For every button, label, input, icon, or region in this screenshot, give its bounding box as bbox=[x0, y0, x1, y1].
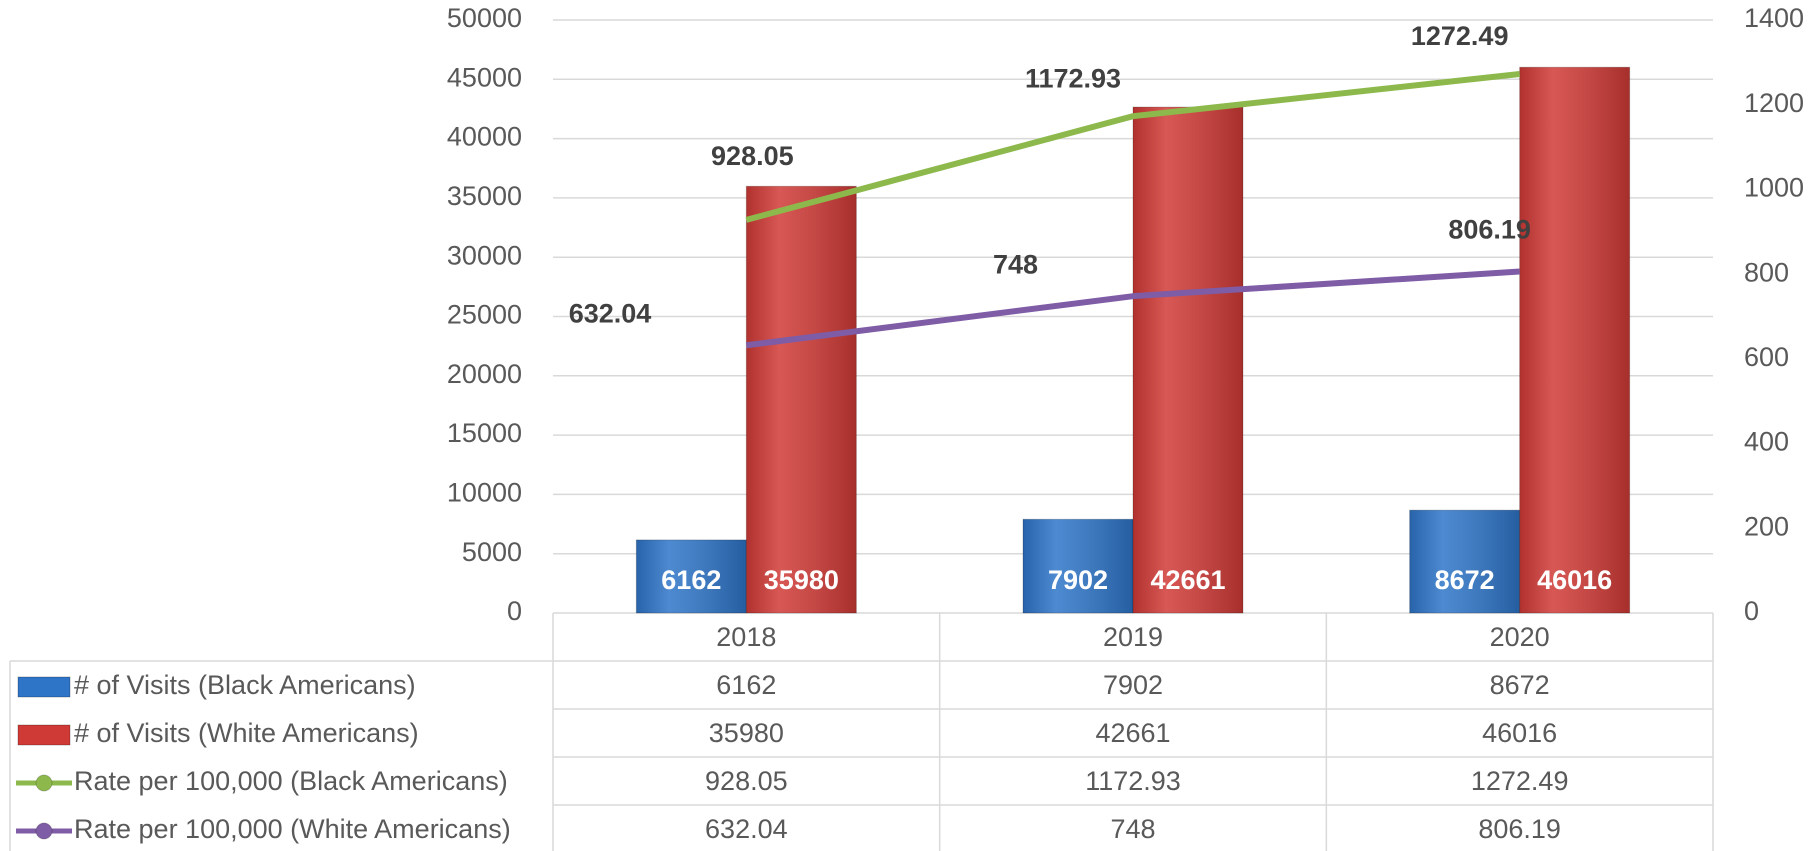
x-tick-label: 2019 bbox=[1103, 622, 1163, 652]
bar-value-label: 6162 bbox=[661, 565, 721, 595]
line-value-label: 1272.49 bbox=[1411, 21, 1509, 51]
table-cell: 632.04 bbox=[705, 814, 788, 844]
y-tick-label: 20000 bbox=[447, 359, 522, 389]
y-tick-label: 30000 bbox=[447, 240, 522, 270]
y2-tick-label: 1000 bbox=[1744, 173, 1804, 203]
y-tick-label: 50000 bbox=[447, 3, 522, 33]
line-value-label: 1172.93 bbox=[1025, 63, 1121, 93]
y-tick-label: 45000 bbox=[447, 62, 522, 92]
legend-key-marker bbox=[35, 774, 53, 792]
legend-label: Rate per 100,000 (Black Americans) bbox=[74, 766, 508, 796]
x-tick-label: 2018 bbox=[716, 622, 776, 652]
bar-shade bbox=[1023, 519, 1133, 613]
bar-value-label: 42661 bbox=[1150, 565, 1225, 595]
line-value-label: 632.04 bbox=[569, 298, 652, 328]
bar-shade bbox=[1409, 510, 1520, 613]
table-cell: 42661 bbox=[1095, 718, 1170, 748]
line bbox=[745, 71, 1520, 223]
table-cell: 928.05 bbox=[705, 766, 788, 796]
y-tick-label: 0 bbox=[507, 596, 522, 626]
y2-tick-label: 600 bbox=[1744, 342, 1789, 372]
bar-value-label: 8672 bbox=[1435, 565, 1495, 595]
table-cell: 46016 bbox=[1482, 718, 1557, 748]
bar-shade bbox=[1133, 107, 1243, 614]
table-cell: 1172.93 bbox=[1085, 766, 1181, 796]
bar-shade bbox=[746, 186, 857, 613]
table-cell: 7902 bbox=[1103, 670, 1163, 700]
x-tick-label: 2020 bbox=[1490, 622, 1550, 652]
table-cell: 6162 bbox=[716, 670, 776, 700]
y2-tick-label: 0 bbox=[1744, 596, 1759, 626]
legend-label: # of Visits (Black Americans) bbox=[74, 670, 416, 700]
legend-label: Rate per 100,000 (White Americans) bbox=[74, 814, 511, 844]
bar-value-label: 35980 bbox=[764, 565, 839, 595]
bar-value-label: 7902 bbox=[1048, 565, 1108, 595]
y-tick-label: 10000 bbox=[447, 478, 522, 508]
legend-label: # of Visits (White Americans) bbox=[74, 718, 419, 748]
y2-tick-label: 200 bbox=[1744, 511, 1789, 541]
y2-tick-label: 800 bbox=[1744, 257, 1789, 287]
y-tick-label: 35000 bbox=[447, 181, 522, 211]
y2-tick-label: 1400 bbox=[1744, 3, 1804, 33]
line-value-label: 928.05 bbox=[711, 141, 794, 171]
legend-key-marker bbox=[35, 822, 53, 840]
line-value-label: 806.19 bbox=[1448, 215, 1531, 245]
y-tick-label: 25000 bbox=[447, 300, 522, 330]
table-cell: 1272.49 bbox=[1471, 766, 1569, 796]
y-tick-label: 40000 bbox=[447, 122, 522, 152]
table-cell: 8672 bbox=[1490, 670, 1550, 700]
y2-tick-label: 1200 bbox=[1744, 88, 1804, 118]
table-cell: 748 bbox=[1110, 814, 1155, 844]
legend-key bbox=[17, 676, 71, 698]
legend-key bbox=[17, 724, 71, 746]
line bbox=[745, 268, 1520, 349]
bar-shade bbox=[636, 539, 747, 613]
table-cell: 806.19 bbox=[1478, 814, 1561, 844]
bar-value-label: 46016 bbox=[1537, 565, 1612, 595]
y-tick-label: 15000 bbox=[447, 418, 522, 448]
bar-shade bbox=[1519, 67, 1630, 613]
table-cell: 35980 bbox=[709, 718, 784, 748]
y-tick-label: 5000 bbox=[462, 537, 522, 567]
line-value-label: 748 bbox=[993, 249, 1038, 279]
y2-tick-label: 400 bbox=[1744, 427, 1789, 457]
